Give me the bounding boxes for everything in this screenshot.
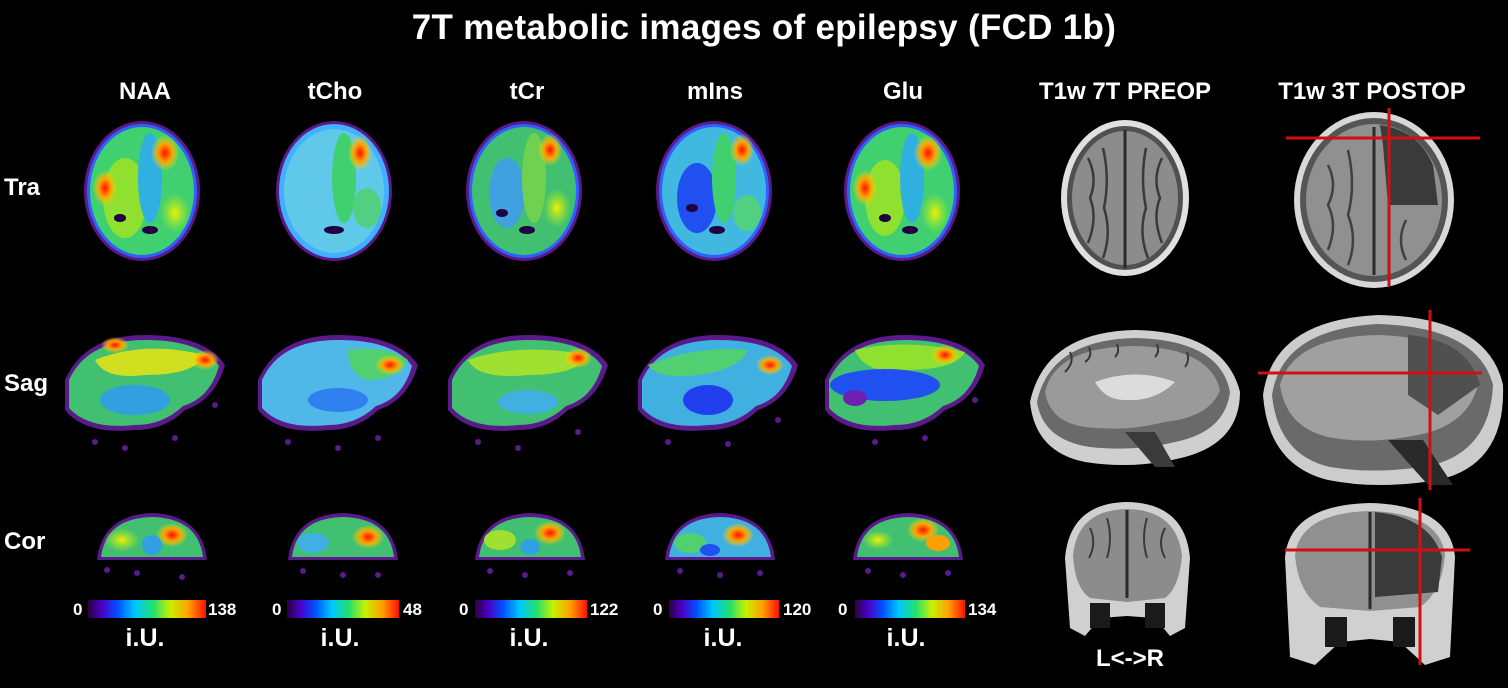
column-label-naa: NAA [119, 78, 171, 105]
colorbar-tcr [475, 600, 587, 618]
colorbar-min-mins: 0 [653, 600, 663, 619]
t1w-7t-tra-image [1058, 118, 1193, 278]
column-label-t1w-3t-postop: T1w 3T POSTOP [1278, 78, 1466, 105]
map-tcho-tra [272, 118, 397, 263]
colorbar-max-naa: 138 [208, 600, 237, 619]
row-label-cor: Cor [4, 528, 46, 555]
map-tcr-sag [438, 320, 618, 460]
colorbar-max-mins: 120 [783, 600, 812, 619]
column-label-t1w-7t-preop: T1w 7T PREOP [1038, 78, 1212, 105]
colorbar-min-naa: 0 [73, 600, 83, 619]
colorbar-max-tcho: 48 [403, 600, 422, 619]
t1w-3t-tra-image [1288, 105, 1460, 290]
colorbar-min-tcho: 0 [272, 600, 282, 619]
map-mins-cor [660, 505, 780, 585]
colorbar-tcho [287, 600, 399, 618]
map-tcho-sag [248, 320, 428, 460]
colorbar-max-tcr: 122 [590, 600, 619, 619]
colorbar-min-tcr: 0 [459, 600, 469, 619]
map-mins-sag [628, 320, 808, 460]
row-label-sag: Sag [4, 370, 49, 397]
map-naa-tra [80, 118, 205, 263]
t1w-3t-sag-image [1258, 305, 1508, 490]
map-tcr-tra [462, 118, 587, 263]
map-naa-sag [55, 320, 235, 460]
map-naa-cor [92, 505, 212, 585]
colorbar-min-glu: 0 [838, 600, 848, 619]
column-label-tcho: tCho [307, 78, 363, 105]
t1w-7t-cor-image [1055, 498, 1200, 638]
row-label-tra: Tra [4, 174, 41, 201]
colorbar-max-glu: 134 [968, 600, 997, 619]
map-glu-cor [848, 505, 968, 585]
column-label-mins: mIns [686, 78, 743, 105]
figure-title: 7T metabolic images of epilepsy (FCD 1b) [411, 8, 1117, 47]
colorbar-mins [669, 600, 779, 618]
map-glu-tra [840, 118, 965, 263]
unit-naa: i.U. [125, 624, 165, 652]
unit-tcr: i.U. [509, 624, 549, 652]
map-tcr-cor [470, 505, 590, 585]
t1w-7t-sag-image [1025, 322, 1245, 472]
map-glu-sag [815, 320, 995, 460]
orientation-label: L<->R [1095, 645, 1164, 672]
column-label-glu: Glu [883, 78, 923, 105]
colorbar-naa [88, 600, 206, 618]
unit-mins: i.U. [703, 624, 743, 652]
map-tcho-cor [283, 505, 403, 585]
unit-tcho: i.U. [320, 624, 360, 652]
column-label-tcr: tCr [509, 78, 545, 105]
map-mins-tra [652, 118, 777, 263]
unit-glu: i.U. [886, 624, 926, 652]
colorbar-glu [855, 600, 965, 618]
t1w-3t-cor-image [1270, 497, 1470, 667]
